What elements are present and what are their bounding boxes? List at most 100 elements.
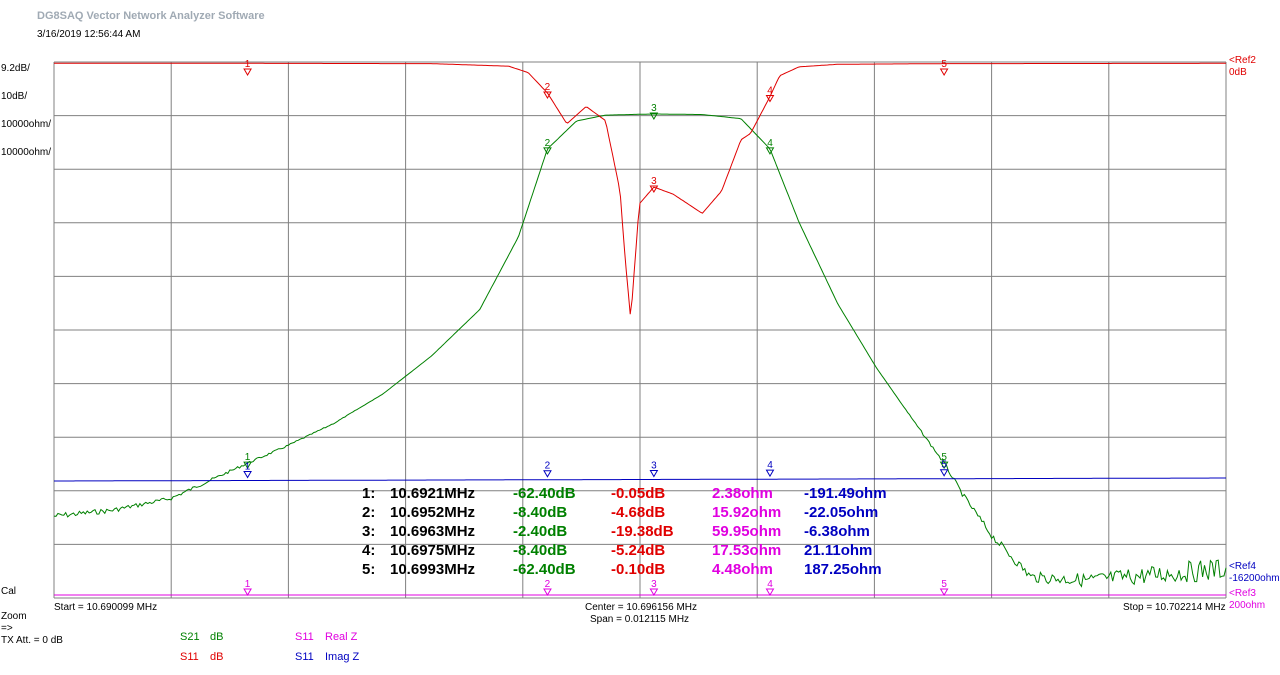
marker-readout-im: -6.38ohm: [804, 523, 870, 540]
marker-realz-4-label: 4: [767, 579, 773, 590]
marker-realz-5: [939, 588, 949, 596]
stop-frequency: Stop = 10.702214 MHz: [1123, 602, 1226, 613]
span-frequency: Span = 0.012115 MHz: [590, 614, 690, 625]
marker-readout-s21: -62.40dB: [513, 561, 576, 578]
marker-s21-2: [543, 147, 552, 155]
ref2-label: <Ref2: [1229, 55, 1256, 66]
marker-s11-1: [243, 68, 252, 76]
marker-imagz-3-label: 3: [651, 460, 657, 471]
marker-imagz-3: [649, 469, 659, 478]
marker-readout-freq: 10.6952MHz: [390, 504, 476, 521]
marker-s21-2-label: 2: [545, 138, 551, 149]
marker-s21-1-label: 1: [245, 452, 251, 463]
marker-readout-s21: -8.40dB: [513, 542, 568, 559]
marker-readout-im: 187.25ohm: [804, 561, 882, 578]
marker-s11-1-label: 1: [245, 59, 251, 70]
marker-readout-idx: 1:: [362, 485, 376, 502]
marker-realz-2-label: 2: [545, 579, 551, 590]
marker-readout-idx: 3:: [362, 523, 376, 540]
s11-db-trace: [54, 62, 1226, 315]
ref4-value: -16200ohm: [1229, 573, 1280, 584]
marker-readout-re: 15.92ohm: [712, 504, 782, 521]
marker-s21-5: [939, 461, 949, 470]
marker-readout-s11: -4.68dB: [611, 504, 666, 521]
marker-readout-re: 17.53ohm: [712, 542, 782, 559]
marker-realz-2: [543, 588, 552, 596]
tx-attenuation[interactable]: TX Att. = 0 dB: [1, 635, 63, 646]
marker-readout-re: 2.38ohm: [712, 485, 773, 502]
marker-realz-5-label: 5: [941, 579, 947, 590]
marker-readout-s11: -19.38dB: [611, 523, 674, 540]
legend-imagz-param: S11: [295, 651, 314, 663]
legend-s21-unit: dB: [210, 631, 224, 643]
marker-readout-s11: -5.24dB: [611, 542, 666, 559]
marker-s11-4-label: 4: [767, 86, 773, 97]
marker-readout-freq: 10.6993MHz: [390, 561, 476, 578]
marker-imagz-5: [939, 469, 949, 477]
marker-imagz-1: [243, 471, 252, 479]
marker-s21-4-label: 4: [767, 138, 773, 149]
marker-readout-idx: 2:: [362, 504, 376, 521]
ref3-value: 200ohm: [1229, 600, 1266, 611]
marker-s21-1: [243, 461, 252, 470]
marker-realz-1: [243, 588, 252, 596]
center-frequency: Center = 10.696156 MHz: [585, 602, 698, 613]
legend-s11-unit: dB: [210, 651, 224, 663]
marker-readout-s21: -2.40dB: [513, 523, 568, 540]
marker-readout-s21: -8.40dB: [513, 504, 568, 521]
marker-s11-5: [939, 68, 949, 76]
measurement-datetime: 3/16/2019 12:56:44 AM: [37, 29, 141, 40]
legend-realz-param: S11: [295, 631, 314, 643]
legend-s21-param: S21: [180, 631, 200, 643]
marker-s21-4: [765, 147, 775, 155]
marker-imagz-4: [765, 469, 775, 478]
marker-s21-3: [649, 112, 659, 120]
imag-z-trace: [54, 477, 1226, 482]
marker-readout-re: 4.48ohm: [712, 561, 773, 578]
legend-realz-unit: Real Z: [325, 631, 358, 643]
marker-imagz-2: [543, 470, 552, 478]
marker-realz-4: [765, 588, 775, 596]
marker-s11-3-label: 3: [651, 176, 657, 187]
marker-readout-s21: -62.40dB: [513, 485, 576, 502]
cal-label[interactable]: Cal: [1, 586, 17, 597]
marker-s11-2: [543, 91, 552, 99]
marker-imagz-5-label: 5: [941, 460, 947, 471]
start-frequency: Start = 10.690099 MHz: [54, 602, 158, 613]
marker-readout-freq: 10.6921MHz: [390, 485, 476, 502]
marker-s11-4: [765, 95, 775, 103]
plot-grid: [53, 61, 1227, 599]
zoom-label[interactable]: Zoom: [1, 611, 27, 622]
marker-s21-3-label: 3: [651, 103, 657, 114]
legend-imagz-unit: Imag Z: [325, 651, 360, 663]
marker-readout-re: 59.95ohm: [712, 523, 782, 540]
marker-readout-s11: -0.05dB: [611, 485, 666, 502]
zoom-arrow: =>: [1, 623, 13, 634]
marker-readout-im: -22.05ohm: [804, 504, 879, 521]
scale-s21: 9.2dB/: [1, 63, 30, 74]
marker-realz-1-label: 1: [245, 579, 251, 590]
legend-s11-param: S11: [180, 651, 199, 663]
plot-traces: [53, 62, 1227, 596]
app-title: DG8SAQ Vector Network Analyzer Software: [37, 10, 265, 22]
marker-imagz-4-label: 4: [767, 460, 773, 471]
scale-s11-db: 10dB/: [1, 91, 28, 102]
marker-readout-s11: -0.10dB: [611, 561, 666, 578]
marker-s21-5-label: 5: [941, 452, 947, 463]
marker-s11-5-label: 5: [941, 59, 947, 70]
ref1-value: 0dB: [1229, 67, 1247, 78]
marker-readout-im: 21.11ohm: [804, 542, 873, 559]
ref3-label: <Ref3: [1229, 588, 1256, 599]
ref4-label: <Ref4: [1229, 561, 1256, 572]
marker-realz-3-label: 3: [651, 579, 657, 590]
s21-trace: [53, 113, 1227, 588]
marker-readout-freq: 10.6975MHz: [390, 542, 476, 559]
marker-readout-idx: 5:: [362, 561, 376, 578]
marker-imagz-1-label: 1: [245, 462, 251, 473]
marker-s11-3: [649, 185, 659, 194]
marker-imagz-2-label: 2: [545, 461, 551, 472]
marker-readout-idx: 4:: [362, 542, 376, 559]
marker-s11-2-label: 2: [545, 82, 551, 93]
